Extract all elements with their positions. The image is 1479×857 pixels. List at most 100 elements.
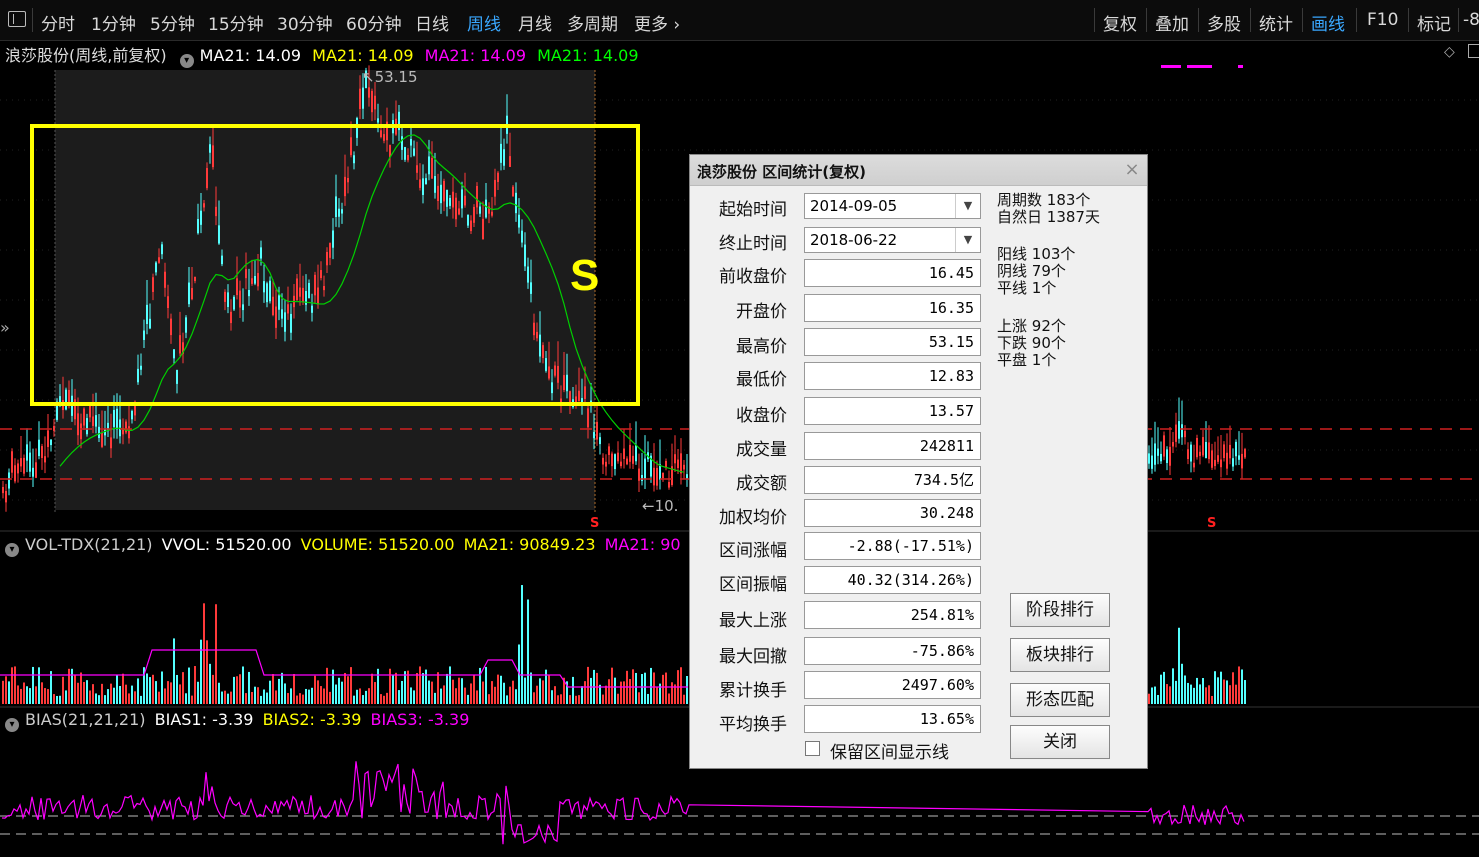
tab-1min[interactable]: 1分钟 — [91, 15, 136, 35]
amount-field[interactable]: 734.5亿 — [804, 466, 981, 494]
btn-mark[interactable]: 标记 — [1417, 15, 1451, 35]
volume-field[interactable]: 242811 — [804, 432, 981, 460]
keep-range-checkbox[interactable] — [805, 741, 820, 756]
diamond-icon[interactable]: ◇ — [1444, 44, 1455, 60]
start-time-select[interactable]: 2014-09-05 ▼ — [804, 193, 981, 219]
candle-body — [329, 243, 331, 258]
candle-body — [95, 415, 97, 427]
volume-bar — [128, 693, 130, 704]
candle-body — [23, 457, 25, 474]
range-amplitude-label: 区间振幅 — [719, 575, 787, 595]
volume-bar — [428, 680, 430, 704]
volume-bar — [539, 678, 541, 704]
stat-label: 下跌 — [997, 334, 1028, 352]
stat-flat: 平线 1个 — [997, 280, 1056, 297]
chevron-down-icon[interactable]: ▼ — [955, 194, 980, 218]
layout-toggle-icon[interactable] — [8, 11, 26, 27]
chevron-down-icon[interactable]: ▼ — [955, 228, 980, 252]
volume-bar — [305, 688, 307, 704]
candle-body — [116, 408, 118, 430]
dialog-titlebar[interactable]: 浪莎股份 区间统计(复权) × — [690, 155, 1147, 186]
max-rise-field[interactable]: 254.81% — [804, 601, 981, 629]
candle-body — [1211, 450, 1213, 468]
window-icon[interactable] — [1468, 44, 1479, 58]
btn-statistics[interactable]: 统计 — [1259, 15, 1293, 35]
volume-bar — [26, 686, 28, 704]
candle-body — [1196, 437, 1198, 458]
candle-body — [656, 467, 658, 486]
tab-30min[interactable]: 30分钟 — [277, 15, 333, 35]
btn-multi-stock[interactable]: 多股 — [1207, 15, 1241, 35]
volume-bar — [1178, 627, 1180, 704]
candle-body — [599, 437, 601, 445]
open-label: 开盘价 — [736, 302, 787, 322]
candle-body — [617, 452, 619, 462]
volume-bar — [404, 671, 406, 704]
btn-extra[interactable]: -8 — [1463, 10, 1479, 30]
avg-turnover-field[interactable]: 13.65% — [804, 705, 981, 733]
candle-body — [668, 481, 670, 488]
weighted-avg-field[interactable]: 30.248 — [804, 499, 981, 527]
volume-bar — [1190, 684, 1192, 704]
volume-bar — [245, 693, 247, 704]
max-drawdown-field[interactable]: -75.86% — [804, 637, 981, 665]
settings-circle-icon[interactable]: ▾ — [5, 718, 19, 732]
stage-ranking-button[interactable]: 阶段排行 — [1010, 593, 1110, 627]
candle-body — [353, 155, 355, 164]
candle-body — [134, 401, 136, 416]
tab-weekly[interactable]: 周线 — [467, 15, 501, 35]
tab-daily[interactable]: 日线 — [415, 15, 449, 35]
volume-bar — [368, 688, 370, 704]
btn-fuquan[interactable]: 复权 — [1103, 15, 1137, 35]
volume-bar — [170, 682, 172, 704]
volume-bar — [242, 666, 244, 704]
pattern-match-button[interactable]: 形态匹配 — [1010, 683, 1110, 717]
cum-turnover-field[interactable]: 2497.60% — [804, 671, 981, 699]
high-field[interactable]: 53.15 — [804, 328, 981, 356]
low-price-marker: ←10. — [642, 497, 678, 515]
sell-signal-marker: S — [590, 516, 599, 531]
candle-body — [665, 460, 667, 468]
candle-body — [410, 138, 412, 146]
tab-fenshi[interactable]: 分时 — [41, 15, 75, 35]
stat-up: 上涨 92个 — [997, 318, 1066, 335]
btn-overlay[interactable]: 叠加 — [1155, 15, 1189, 35]
candle-body — [521, 230, 523, 243]
sector-ranking-button[interactable]: 板块排行 — [1010, 638, 1110, 672]
tab-15min[interactable]: 15分钟 — [208, 15, 264, 35]
tab-multi-period[interactable]: 多周期 — [567, 15, 618, 35]
candle-body — [455, 197, 457, 220]
btn-f10[interactable]: F10 — [1367, 10, 1399, 30]
volume-bar — [614, 677, 616, 704]
range-amplitude-field[interactable]: 40.32(314.26%) — [804, 566, 981, 594]
volume-bar — [1148, 693, 1150, 704]
btn-draw-line[interactable]: 画线 — [1311, 15, 1345, 35]
tab-more[interactable]: 更多 › — [634, 10, 680, 35]
settings-circle-icon[interactable]: ▾ — [179, 54, 194, 68]
settings-circle-icon[interactable]: ▾ — [5, 543, 19, 557]
tab-monthly[interactable]: 月线 — [518, 15, 552, 35]
end-time-select[interactable]: 2018-06-22 ▼ — [804, 227, 981, 253]
candle-body — [398, 111, 400, 131]
side-expand-icon[interactable]: » — [0, 318, 10, 337]
close-field[interactable]: 13.57 — [804, 397, 981, 425]
candle-body — [575, 396, 577, 406]
volume-bar — [566, 681, 568, 704]
tab-5min[interactable]: 5分钟 — [150, 15, 195, 35]
candle-body — [209, 144, 211, 153]
low-field[interactable]: 12.83 — [804, 362, 981, 390]
candle-body — [194, 276, 196, 282]
annotation-letter: S — [570, 251, 599, 300]
volume-bar — [488, 694, 490, 704]
prev-close-field[interactable]: 16.45 — [804, 259, 981, 287]
volume-bar — [491, 681, 493, 704]
candle-body — [515, 192, 517, 214]
range-change-field[interactable]: -2.88(-17.51%) — [804, 532, 981, 560]
toolbar-separator — [1250, 8, 1251, 32]
tab-60min[interactable]: 60分钟 — [346, 15, 402, 35]
volume-bar — [326, 667, 328, 704]
dialog-close-button[interactable]: 关闭 — [1010, 725, 1110, 759]
close-icon[interactable]: × — [1124, 159, 1140, 180]
open-field[interactable]: 16.35 — [804, 294, 981, 322]
